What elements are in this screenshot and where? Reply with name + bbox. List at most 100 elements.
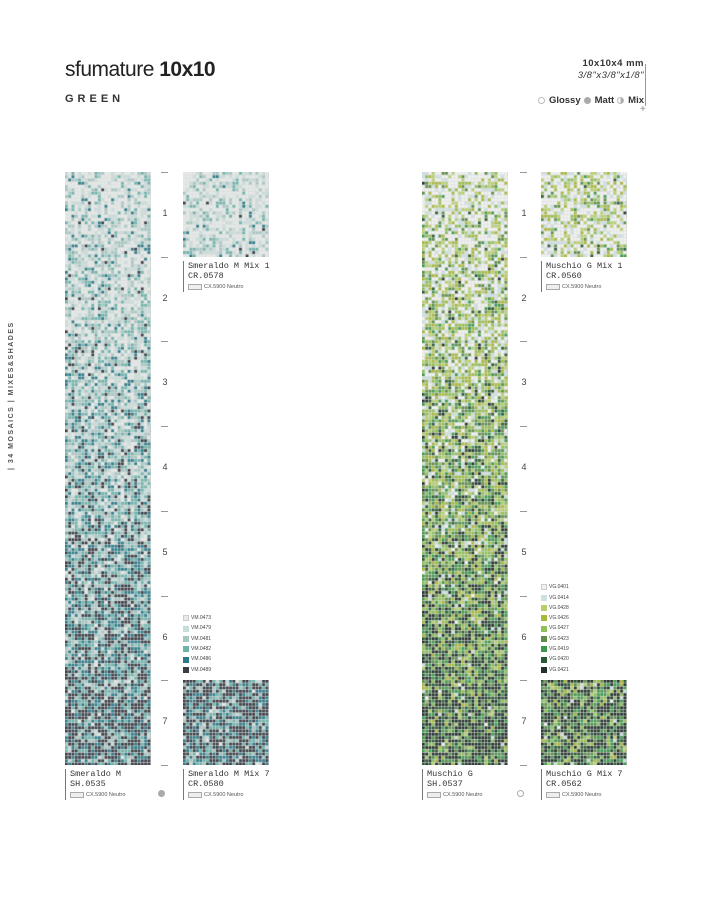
grout-swatch	[70, 792, 84, 798]
color-swatch	[541, 605, 547, 612]
color-swatch	[183, 625, 189, 632]
product-name: Smeraldo M Mix 1	[188, 261, 270, 271]
step-number: 7	[162, 716, 168, 727]
color-code: VM.0489	[191, 666, 212, 673]
step-tick	[161, 510, 168, 512]
color-swatch	[541, 625, 547, 632]
legend-item: VM.0481	[183, 634, 211, 644]
color-swatch	[183, 635, 189, 642]
color-code: VG.0401	[549, 584, 569, 591]
color-swatch	[541, 666, 547, 673]
legend-item: VM.0486	[183, 654, 211, 664]
grout-info: CX.5900 Neutro	[427, 790, 482, 800]
finish-matt: Matt	[594, 95, 615, 106]
crop-mark: +	[640, 104, 646, 115]
finish-mix: Mix	[628, 95, 644, 106]
step-number: 3	[162, 377, 168, 388]
step-tick	[520, 595, 527, 597]
step-number: 5	[162, 546, 168, 557]
color-swatch	[183, 615, 189, 622]
mix-1-swatch-muschio	[541, 172, 627, 257]
grout-label: CX.5900 Neutro	[443, 792, 483, 798]
color-swatch	[541, 635, 547, 642]
circle-half-icon	[617, 97, 625, 104]
color-swatch	[183, 656, 189, 663]
grout-swatch	[546, 792, 560, 798]
grout-swatch	[188, 792, 202, 798]
step-number: 4	[162, 462, 168, 473]
grout-label: CX.5900 Neutro	[204, 284, 244, 290]
legend-item: VG.0423	[541, 634, 569, 644]
product-name: Muschio G	[427, 769, 473, 779]
circle-outline-icon	[517, 790, 524, 797]
color-code: VG.0428	[549, 604, 569, 611]
grout-swatch	[546, 284, 560, 290]
color-code: VM.0479	[191, 625, 212, 632]
mix-1-swatch-smeraldo	[183, 172, 269, 257]
strip-caption: Muschio G SH.0537 CX.5900 Neutro	[422, 769, 482, 800]
circle-outline-icon	[537, 97, 545, 104]
finish-glossy: Glossy	[548, 95, 581, 106]
color-swatch	[183, 646, 189, 653]
page-title: sfumature 10x10	[65, 58, 216, 81]
size-inches: 3/8"x3/8"x1/8"	[577, 70, 644, 81]
legend-item: VG.0414	[541, 593, 569, 603]
product-code: CR.0562	[546, 779, 582, 789]
color-swatch	[183, 666, 189, 673]
product-name: Muschio G Mix 7	[546, 769, 623, 779]
product-name: Muschio G Mix 1	[546, 261, 623, 271]
step-tick	[161, 172, 168, 173]
size-mm: 10x10x4 mm	[582, 58, 644, 69]
legend-item: VM.0479	[183, 623, 211, 633]
step-number: 6	[162, 631, 168, 642]
color-legend: VG.0401 VG.0414 VG.0428 VG.0426 VG.0427 VG.04…	[541, 582, 569, 675]
color-code: VG.0421	[549, 666, 569, 673]
step-tick	[520, 510, 527, 512]
color-legend: VM.0473 VM.0479 VM.0481 VM.0482 VM.0486 VM.04…	[183, 613, 211, 675]
step-tick	[520, 341, 527, 343]
step-number: 3	[521, 377, 527, 388]
mix-7-caption: Muschio G Mix 7 CR.0562 CX.5900 Neutro	[541, 769, 623, 800]
color-code: VM.0481	[191, 635, 212, 642]
color-code: VM.0482	[191, 646, 212, 653]
color-swatch	[541, 594, 547, 601]
step-number: 5	[521, 546, 527, 557]
color-swatch	[541, 646, 547, 653]
grout-swatch	[188, 284, 202, 290]
step-number: 1	[521, 208, 527, 218]
product-code: SH.0537	[427, 779, 463, 789]
step-number: 2	[162, 292, 168, 303]
color-code: VG.0423	[549, 635, 569, 642]
color-code: VM.0486	[191, 656, 212, 663]
color-code: VG.0419	[549, 646, 569, 653]
legend-item: VG.0401	[541, 582, 569, 592]
step-tick	[161, 256, 168, 258]
side-label: | 34 MOSAICS | MIXES&SHADES	[8, 321, 15, 470]
grout-info: CX.5900 Neutro	[188, 282, 270, 292]
step-tick	[161, 680, 168, 682]
product-code: CR.0580	[188, 779, 224, 789]
grout-label: CX.5900 Neutro	[86, 792, 126, 798]
tile-size: 10x10x4 mm 3/8"x3/8"x1/8"	[578, 58, 644, 82]
grout-info: CX.5900 Neutro	[188, 790, 270, 800]
product-code: SH.0535	[70, 779, 106, 789]
legend-item: VG.0419	[541, 644, 569, 654]
circle-filled-icon	[158, 790, 165, 797]
step-number: 2	[521, 292, 527, 303]
color-swatch	[541, 584, 547, 591]
legend-item: VM.0473	[183, 613, 211, 623]
mix-1-caption: Muschio G Mix 1 CR.0560 CX.5900 Neutro	[541, 261, 623, 292]
step-tick	[520, 764, 527, 766]
grout-swatch	[427, 792, 441, 798]
step-number: 7	[521, 716, 527, 727]
step-number: 1	[162, 208, 168, 218]
step-number: 4	[521, 462, 527, 473]
legend-item: VG.0421	[541, 665, 569, 675]
color-code: VG.0426	[549, 615, 569, 622]
step-tick	[520, 426, 527, 428]
step-tick	[161, 764, 168, 766]
step-tick	[161, 426, 168, 428]
grout-info: CX.5900 Neutro	[546, 282, 623, 292]
color-swatch	[541, 656, 547, 663]
mix-1-caption: Smeraldo M Mix 1 CR.0578 CX.5900 Neutro	[183, 261, 270, 292]
